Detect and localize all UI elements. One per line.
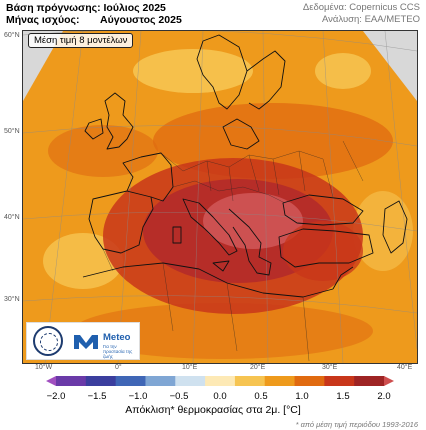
header: Βάση πρόγνωσης: Ιούλιος 2025 Μήνας ισχύο… bbox=[0, 0, 426, 28]
lat-label: 30°N bbox=[4, 296, 20, 303]
anomaly-patch bbox=[133, 49, 253, 93]
lat-label: 60°N bbox=[4, 32, 20, 39]
no-data-area bbox=[23, 31, 63, 101]
model-average-label: Μέση τιμή 8 μοντέλων bbox=[28, 33, 134, 48]
anomaly-patch bbox=[43, 233, 123, 289]
lon-label: 0° bbox=[115, 364, 122, 371]
anomaly-patch bbox=[48, 125, 158, 177]
analysis-credit: Ανάλυση: ΕΑΑ/METEO bbox=[322, 14, 420, 25]
coastlines bbox=[82, 34, 408, 298]
colorbar-segment bbox=[384, 376, 394, 386]
borders bbox=[102, 140, 364, 362]
colorbar-segment bbox=[294, 376, 325, 386]
forecast-base: Βάση πρόγνωσης: Ιούλιος 2025 bbox=[6, 2, 166, 14]
no-data-area bbox=[363, 31, 417, 101]
meteo-brand: Meteo bbox=[103, 332, 131, 343]
colorbar-segment bbox=[56, 376, 87, 386]
colorbar-tick-label: −1.0 bbox=[128, 391, 148, 402]
lat-label: 50°N bbox=[4, 128, 20, 135]
colorbar-segment bbox=[234, 376, 266, 386]
meteo-tagline: Για την προστασία της ζωής bbox=[103, 344, 133, 359]
colorbar-segment bbox=[205, 376, 236, 386]
colorbar-segment bbox=[175, 376, 206, 386]
colorbar-tick-label: −0.5 bbox=[169, 391, 189, 402]
lon-label: 10°E bbox=[182, 364, 198, 371]
colorbar-segment bbox=[324, 376, 355, 386]
anomaly-map bbox=[22, 30, 418, 364]
colorbar bbox=[46, 376, 394, 386]
anomaly-patch bbox=[315, 53, 371, 89]
colorbar-tick-label: 0.5 bbox=[254, 391, 268, 402]
colorbar-tick-label: 1.5 bbox=[336, 391, 350, 402]
colorbar-segment bbox=[145, 376, 176, 386]
colorbar-segment bbox=[115, 376, 146, 386]
data-source: Δεδομένα: Copernicus CCS bbox=[302, 2, 420, 13]
footnote: * από μέση τιμή περιόδου 1993-2016 bbox=[295, 420, 418, 429]
colorbar-segment bbox=[46, 376, 56, 386]
valid-month-label: Μήνας ισχύος: bbox=[6, 14, 80, 26]
map-canvas bbox=[23, 31, 417, 363]
colorbar-tick-label: 2.0 bbox=[377, 391, 391, 402]
lat-label: 40°N bbox=[4, 214, 20, 221]
valid-month-value: Αύγουστος 2025 bbox=[100, 14, 182, 26]
colorbar-segment bbox=[85, 376, 117, 386]
colorbar-segment bbox=[354, 376, 385, 386]
colorbar-tick-label: −2.0 bbox=[46, 391, 66, 402]
lon-label: 10°W bbox=[35, 364, 53, 371]
colorbar-tick-label: −1.5 bbox=[87, 391, 107, 402]
lon-label: 40°E bbox=[397, 364, 413, 371]
meteo-logo-icon bbox=[74, 335, 98, 349]
observatory-seal-icon bbox=[33, 326, 63, 356]
colorbar-title: Απόκλιση* θερμοκρασίας στα 2μ. [°C] bbox=[125, 404, 301, 416]
anomaly-patch bbox=[203, 193, 303, 249]
anomaly-patch bbox=[73, 303, 373, 359]
lon-label: 20°E bbox=[250, 364, 266, 371]
lon-label: 30°E bbox=[322, 364, 338, 371]
colorbar-tick-label: 1.0 bbox=[295, 391, 309, 402]
logo-panel: Meteo Για την προστασία της ζωής bbox=[26, 322, 140, 360]
colorbar-tick-label: 0.0 bbox=[213, 391, 227, 402]
colorbar-segment bbox=[264, 376, 295, 386]
